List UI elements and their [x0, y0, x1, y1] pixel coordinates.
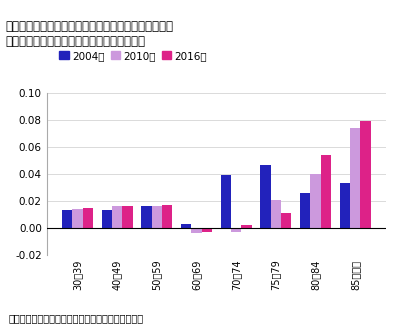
- Bar: [152, 206, 162, 228]
- Bar: [350, 128, 360, 228]
- Bar: [360, 122, 371, 228]
- Bar: [142, 206, 152, 228]
- Bar: [112, 206, 122, 228]
- Bar: [191, 228, 202, 233]
- Bar: [310, 174, 321, 228]
- Bar: [122, 206, 133, 228]
- Bar: [83, 208, 93, 228]
- Bar: [281, 213, 291, 228]
- Text: 図表４　健康上の問題で日常生活に影響がある割合の
　男女差の推移（女性の割合－男性の割合）: 図表４ 健康上の問題で日常生活に影響がある割合の 男女差の推移（女性の割合－男性…: [6, 20, 174, 47]
- Bar: [321, 155, 331, 228]
- Bar: [181, 224, 191, 228]
- Bar: [102, 210, 112, 228]
- Text: （資料）厕生労働省「国民生活基礎調査」（各年）: （資料）厕生労働省「国民生活基礎調査」（各年）: [8, 313, 143, 323]
- Legend: 2004年, 2010年, 2016年: 2004年, 2010年, 2016年: [55, 46, 211, 65]
- Bar: [72, 209, 83, 228]
- Bar: [162, 205, 172, 228]
- Bar: [260, 164, 271, 228]
- Bar: [300, 193, 310, 228]
- Bar: [221, 176, 231, 228]
- Bar: [241, 225, 251, 228]
- Bar: [202, 228, 212, 232]
- Bar: [271, 200, 281, 228]
- Bar: [340, 183, 350, 228]
- Bar: [231, 228, 241, 232]
- Bar: [62, 210, 72, 228]
